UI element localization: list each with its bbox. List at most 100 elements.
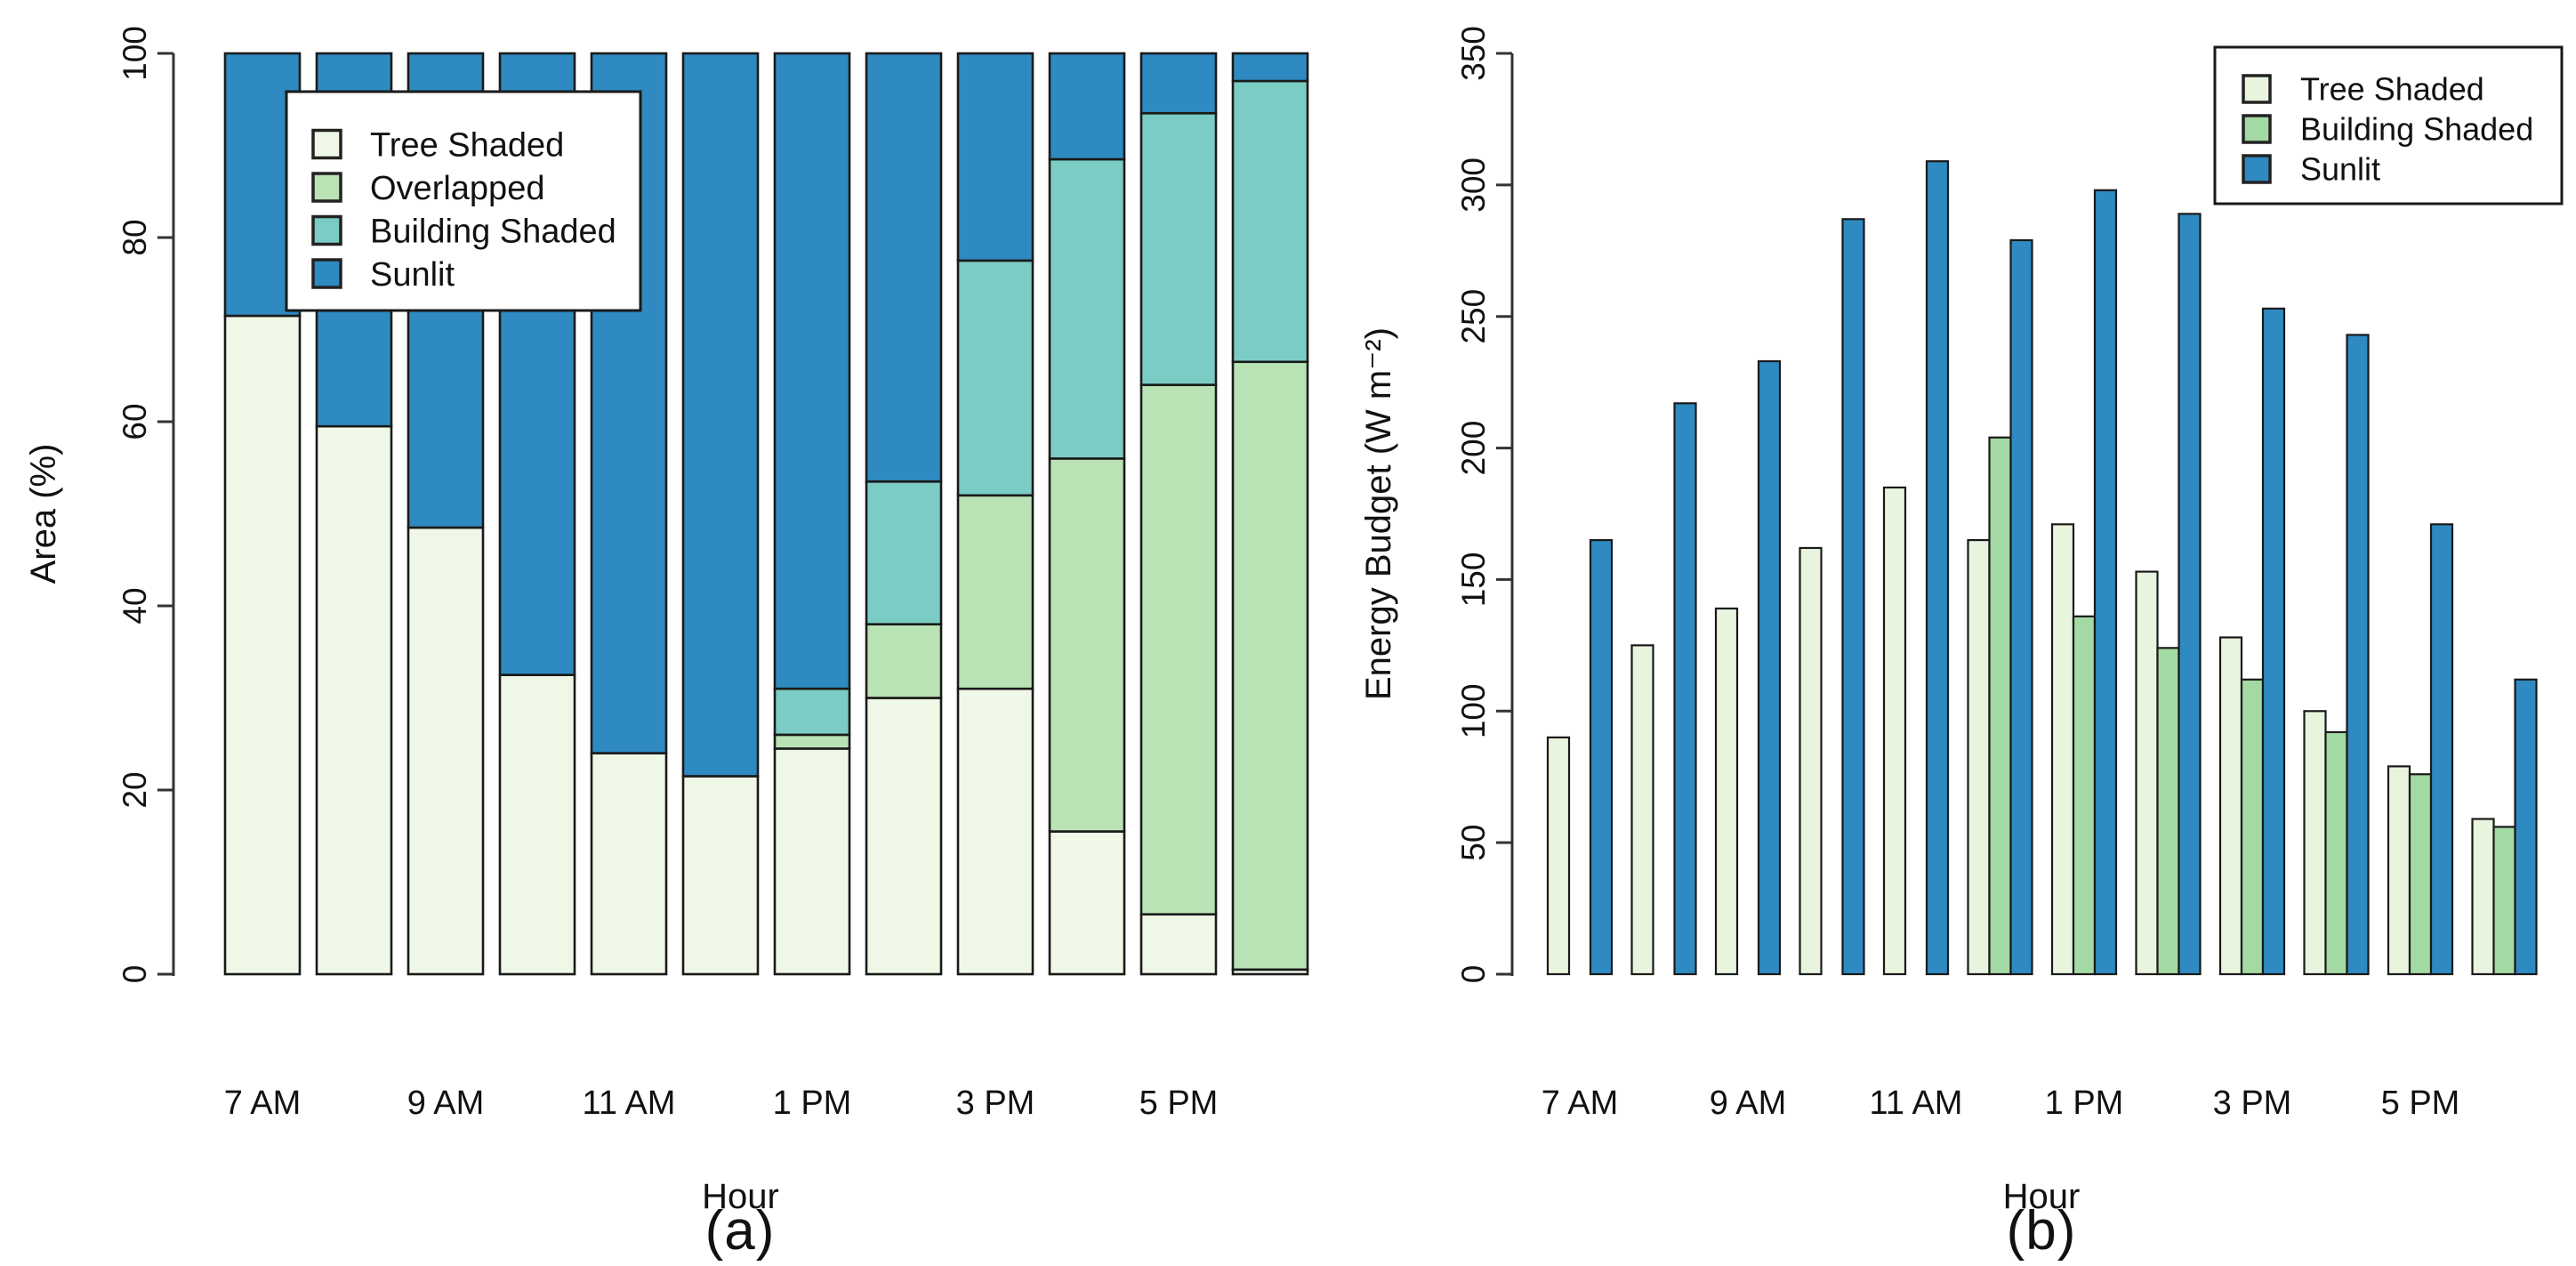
bar-segment-tree-shaded (681, 775, 760, 976)
legend-swatch-sunlit (2242, 154, 2272, 184)
bar-tree-shaded (2387, 765, 2411, 976)
bar-segment-tree-shaded (956, 687, 1034, 976)
bar-sunlit (1589, 538, 1614, 976)
panel-a-y-tick-label: 60 (117, 403, 153, 439)
bar-sunlit (1841, 218, 1865, 976)
bar-segment-tree-shaded (223, 314, 302, 976)
bar-segment-tree-shaded (865, 697, 943, 976)
panel-b-x-tick-label: 11 AM (1870, 1085, 1963, 1122)
panel-a-y-tick-label: 0 (117, 965, 153, 984)
panel-a-x-tick-label: 1 PM (773, 1085, 852, 1122)
bar-tree-shaded (2135, 570, 2159, 976)
panel-a-y-tick-label: 40 (117, 587, 153, 624)
bar-sunlit (2178, 213, 2202, 976)
panel-b-y-tick-label: 300 (1455, 157, 1492, 213)
bar-segment-sunlit (773, 52, 851, 690)
bar-segment-overlapped (956, 494, 1034, 690)
panel-b-legend-box (2213, 45, 2564, 206)
panel-a-y-axis-title: Area (%) (24, 444, 63, 585)
panel-b-x-tick-label: 1 PM (2045, 1085, 2124, 1122)
legend-label-tree-shaded: Tree Shaded (2300, 71, 2484, 108)
legend-label-tree-shaded: Tree Shaded (370, 126, 564, 164)
panel-b-y-tick-label: 200 (1455, 421, 1492, 476)
panel-b-y-tick-label: 100 (1455, 683, 1492, 738)
bar-segment-overlapped (773, 733, 851, 750)
bar-segment-building-shaded (956, 259, 1034, 497)
bar-segment-building-shaded (773, 687, 851, 737)
legend-label-sunlit: Sunlit (2300, 151, 2380, 188)
panel-b-y-tick-label: 50 (1455, 825, 1492, 861)
panel-b-caption: (b) (2006, 1200, 2077, 1262)
bar-segment-building-shaded (1139, 111, 1218, 386)
bar-building-shaded (2324, 730, 2348, 976)
panel-b-x-tick-label: 7 AM (1542, 1085, 1619, 1122)
legend-swatch-building-shaded (2242, 114, 2272, 144)
panel-a-x-tick-label: 11 AM (583, 1085, 676, 1122)
bar-segment-building-shaded (1048, 157, 1126, 460)
legend-label-building-shaded: Building Shaded (2300, 111, 2533, 148)
legend-swatch-sunlit (311, 258, 342, 289)
bar-sunlit (2346, 334, 2370, 976)
panel-b-x-axis-title: Hour (2003, 1177, 2081, 1216)
bar-segment-overlapped (865, 623, 943, 699)
panel-a-x-tick-label: 5 PM (1139, 1085, 1219, 1122)
bar-tree-shaded (1630, 644, 1654, 976)
bar-segment-overlapped (1231, 360, 1309, 972)
bar-segment-tree-shaded (407, 526, 485, 976)
bar-sunlit (2093, 189, 2118, 976)
bar-segment-tree-shaded (498, 673, 576, 976)
bar-segment-sunlit (1231, 52, 1309, 83)
panel-b-x-tick-label: 5 PM (2381, 1085, 2460, 1122)
legend-label-overlapped: Overlapped (370, 170, 544, 207)
panel-a-x-tick-label: 3 PM (956, 1085, 1035, 1122)
bar-segment-sunlit (1139, 52, 1218, 115)
bar-building-shaded (1988, 436, 2012, 976)
panel-a-x-tick-label: 9 AM (407, 1085, 485, 1122)
bar-segment-tree-shaded (773, 747, 851, 976)
bar-sunlit (2429, 523, 2454, 976)
legend-swatch-building-shaded (311, 214, 342, 246)
bar-tree-shaded (2303, 710, 2327, 976)
panel-a-y-tick-label: 20 (117, 771, 153, 808)
bar-segment-tree-shaded (1139, 913, 1218, 976)
bar-segment-building-shaded (1231, 79, 1309, 364)
bar-segment-tree-shaded (1048, 830, 1126, 976)
bar-sunlit (2261, 307, 2286, 976)
panel-b-y-tick-label: 0 (1455, 965, 1492, 984)
panel-b-y-axis-title: Energy Budget (W m⁻²) (1359, 327, 1398, 700)
panel-b-y-tick-label: 150 (1455, 552, 1492, 608)
panel-a-y-tick-label: 100 (117, 26, 153, 81)
bar-tree-shaded (1882, 486, 1907, 976)
legend-swatch-overlapped (311, 172, 342, 203)
bar-segment-sunlit (956, 52, 1034, 262)
panel-b-x-tick-label: 9 AM (1710, 1085, 1787, 1122)
bar-tree-shaded (2471, 818, 2495, 976)
bar-building-shaded (2492, 826, 2516, 976)
bar-tree-shaded (1967, 538, 1991, 976)
bar-segment-sunlit (681, 52, 760, 778)
bar-building-shaded (2072, 615, 2097, 976)
panel-a-x-axis-title: Hour (702, 1177, 779, 1216)
bar-segment-sunlit (865, 52, 943, 483)
bar-segment-overlapped (1048, 457, 1126, 833)
bar-tree-shaded (1546, 736, 1571, 976)
bar-segment-tree-shaded (590, 752, 668, 976)
bar-building-shaded (2240, 678, 2265, 976)
bar-segment-building-shaded (865, 480, 943, 626)
bar-sunlit (1925, 160, 1950, 976)
bar-sunlit (2009, 238, 2033, 976)
bar-sunlit (1673, 402, 1697, 976)
bar-sunlit (2514, 678, 2538, 976)
bar-tree-shaded (1714, 607, 1739, 976)
legend-swatch-tree-shaded (2242, 74, 2272, 104)
legend-label-sunlit: Sunlit (370, 256, 455, 294)
panel-b-x-tick-label: 3 PM (2213, 1085, 2292, 1122)
bar-tree-shaded (1799, 546, 1823, 976)
panel-a-caption: (a) (704, 1200, 776, 1262)
panel-a-legend-box (285, 90, 642, 312)
bar-segment-overlapped (1139, 383, 1218, 916)
panel-a-x-tick-label: 7 AM (224, 1085, 302, 1122)
bar-tree-shaded (2050, 523, 2075, 976)
bar-segment-tree-shaded (315, 424, 393, 976)
